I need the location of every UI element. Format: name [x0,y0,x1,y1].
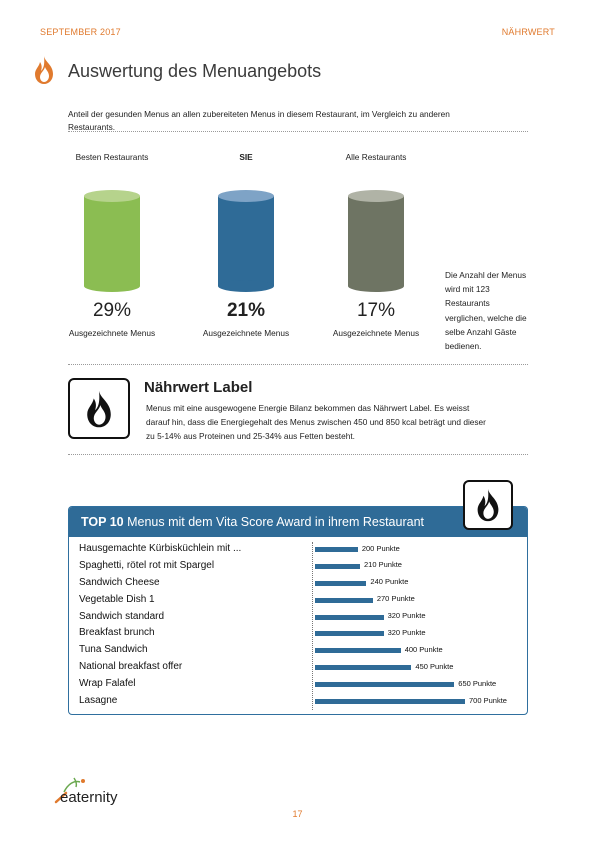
menu-name: Lasagne [79,695,118,707]
comparison-percent: 21% [226,300,266,321]
comparison-sub: Ausgezeichnete Menus [202,328,290,338]
top10-badge [463,480,513,530]
score-label: 700 Punkte [469,695,507,705]
top10-panel: TOP 10 Menus mit dem Vita Score Award in… [68,506,528,715]
score-label: 320 Punkte [387,611,426,621]
comparison-best: Besten Restaurants 29% Ausgezeichnete Me… [62,150,162,341]
side-note: Die Anzahl der Menus wird mit 123 Restau… [445,270,527,352]
top10-title-rest: Menus mit dem Vita Score Award in ihrem … [123,515,424,529]
naehrwert-label-title: Nährwert Label [144,379,253,396]
table-row: Vegetable Dish 1 270 Punkte [79,592,519,609]
menu-name: Breakfast brunch [79,627,155,639]
menu-name: Wrap Falafel [79,678,136,690]
flame-icon [87,390,111,427]
score-bar [315,648,401,654]
comparison-label: Besten Restaurants [75,152,149,162]
score-label: 270 Punkte [376,594,415,604]
table-row: Spaghetti, rötel rot mit Spargel 210 Punk… [79,558,519,575]
comparison-label: SIE [239,152,253,162]
divider [68,131,528,132]
cylinder-you [218,190,274,292]
score-bar [315,699,465,705]
intro-text: Anteil der gesunden Menus an allen zuber… [68,109,450,132]
flame-icon [35,56,53,84]
eaternity-logo: eaternity [54,777,118,806]
naehrwert-label-text: Menus mit eine ausgewogene Energie Bilan… [146,403,486,441]
comparison-all: Alle Restaurants 17% Ausgezeichnete Menu… [326,150,426,341]
menu-name: Sandwich Cheese [79,576,160,588]
naehrwert-label-badge [68,378,130,439]
top10-header: TOP 10 Menus mit dem Vita Score Award in… [69,507,527,537]
score-label: 240 Punkte [370,577,409,587]
table-row: Hausgemachte Kürbisküchlein mit ... 200 P… [79,541,519,558]
menu-name: Sandwich standard [79,610,165,622]
comparison-percent: 17% [356,300,396,321]
menu-name: Vegetable Dish 1 [79,593,155,605]
page-title: Auswertung des Menuangebots [68,61,322,81]
menu-name: Hausgemachte Kürbisküchlein mit ... [79,543,242,554]
score-label: 320 Punkte [387,627,426,637]
header-date: SEPTEMBER 2017 [40,27,121,37]
table-row: Sandwich standard 320 Punkte [79,609,519,626]
menu-name: Tuna Sandwich [79,644,148,656]
svg-text:eaternity: eaternity [60,789,118,806]
score-bar [315,682,455,688]
score-label: 650 Punkte [458,678,497,688]
comparison-label: Alle Restaurants [345,152,407,162]
score-bar [315,665,412,671]
score-bar [315,631,384,637]
table-row: Wrap Falafel 650 Punkte [79,676,519,693]
table-row: Sandwich Cheese 240 Punkte [79,575,519,592]
score-label: 200 Punkte [361,543,400,553]
table-row: Breakfast brunch 320 Punkte [79,625,519,642]
score-bar [315,563,360,569]
menu-name: National breakfast offer [79,661,183,673]
table-row: National breakfast offer 450 Punkte [79,659,519,676]
comparison-you: SIE 21% Ausgezeichnete Menus [196,150,296,341]
score-bar [315,597,373,603]
top10-chart: Hausgemachte Kürbisküchlein mit ... 200 P… [79,541,519,710]
comparison-percent: 29% [92,300,132,321]
score-label: 210 Punkte [364,560,402,570]
score-bar [315,614,384,620]
table-row: Tuna Sandwich 400 Punkte [79,642,519,659]
comparison-sub: Ausgezeichnete Menus [68,328,156,338]
comparison-sub: Ausgezeichnete Menus [332,328,420,338]
chart-axis [312,542,313,710]
score-bar [315,547,358,552]
score-label: 400 Punkte [404,644,443,654]
divider [68,364,528,365]
score-bar [315,580,367,586]
score-label: 450 Punkte [415,661,454,671]
menu-name: Spaghetti, rötel rot mit Spargel [79,559,215,571]
cylinder-best [84,190,140,292]
divider [68,454,528,455]
table-row: Lasagne 700 Punkte [79,693,519,710]
flame-icon [477,488,499,522]
header-section: NÄHRWERT [501,27,555,37]
cylinder-all [348,190,404,292]
top10-title-bold: TOP 10 [81,515,124,529]
page-number: 17 [292,809,303,819]
